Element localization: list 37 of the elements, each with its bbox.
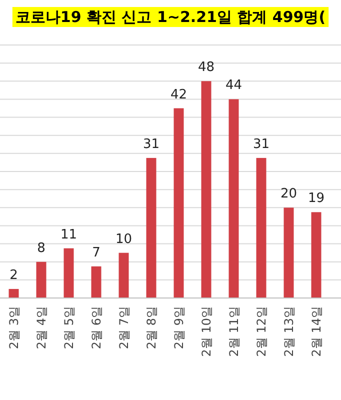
data-label: 19 bbox=[308, 191, 325, 206]
bar bbox=[284, 208, 294, 298]
bar bbox=[311, 212, 322, 298]
bar bbox=[256, 158, 266, 298]
data-label: 31 bbox=[252, 136, 270, 152]
x-tick-label: 2월 11일 bbox=[226, 306, 241, 357]
x-tick-label: 2월 10일 bbox=[199, 306, 214, 357]
data-label: 2 bbox=[10, 268, 18, 283]
x-tick-label: 2월 9일 bbox=[172, 306, 186, 350]
x-tick-label: 2월 5일 bbox=[62, 306, 76, 350]
data-label: 11 bbox=[60, 227, 78, 242]
bar bbox=[228, 99, 239, 298]
data-label: 31 bbox=[142, 136, 160, 152]
bar bbox=[64, 248, 74, 298]
x-tick-label: 2월 14일 bbox=[309, 306, 324, 357]
data-label: 10 bbox=[115, 232, 132, 247]
bar bbox=[118, 252, 129, 298]
x-tick-label: 2월 6일 bbox=[89, 306, 104, 350]
data-label: 48 bbox=[198, 60, 215, 76]
bar bbox=[201, 81, 212, 298]
data-label: 8 bbox=[37, 240, 46, 256]
bar bbox=[146, 158, 156, 298]
data-label: 7 bbox=[92, 245, 100, 260]
data-label: 20 bbox=[280, 186, 298, 202]
bar bbox=[174, 108, 184, 298]
x-tick-label: 2월 7일 bbox=[116, 306, 131, 350]
bar bbox=[91, 266, 102, 298]
x-tick-label: 2월 13일 bbox=[282, 306, 296, 357]
x-tick-label: 2월 12일 bbox=[254, 306, 268, 357]
bar bbox=[36, 262, 46, 298]
x-tick-label: 2월 8일 bbox=[144, 306, 158, 350]
data-label: 44 bbox=[225, 78, 242, 94]
x-tick-label: 2월 3일 bbox=[6, 306, 21, 350]
bar bbox=[8, 288, 19, 298]
data-label: 42 bbox=[170, 87, 188, 102]
x-tick-label: 2월 4일 bbox=[34, 306, 48, 350]
chart-title: 코로나19 확진 신고 1~2.21일 합계 499명( bbox=[15, 8, 326, 26]
